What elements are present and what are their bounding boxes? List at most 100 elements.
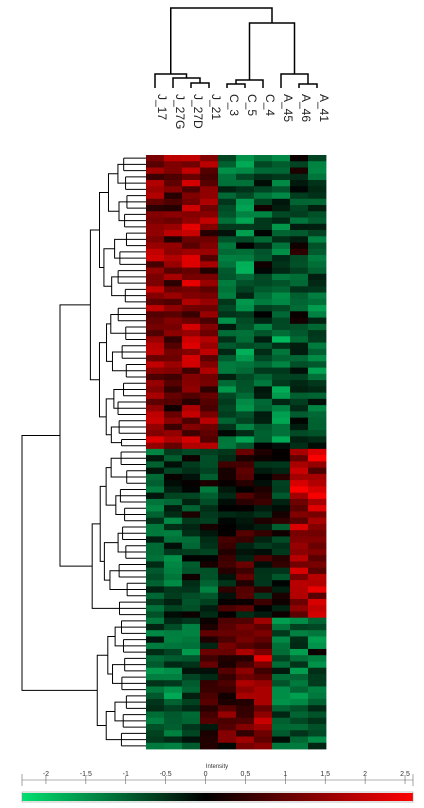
heatmap-cell (272, 205, 291, 212)
heatmap-cell (272, 598, 291, 606)
heatmap-cell (218, 580, 237, 587)
heatmap-cell (164, 305, 183, 312)
heatmap-cell (236, 292, 255, 300)
heatmap-cell (218, 667, 237, 675)
heatmap-cell (146, 742, 165, 750)
heatmap-cell (308, 630, 327, 637)
heatmap-cell (200, 342, 219, 350)
heatmap-cell (236, 273, 255, 281)
heatmap-cell (236, 173, 255, 181)
heatmap-cell (146, 573, 165, 581)
heatmap-cell (236, 255, 255, 262)
heatmap-cell (200, 355, 219, 362)
heatmap-cell (272, 167, 291, 175)
dendrogram-branch (248, 22, 296, 80)
heatmap-cell (272, 667, 291, 675)
heatmap-cell (236, 180, 255, 187)
heatmap-cell (272, 461, 291, 469)
heatmap-cell (272, 648, 291, 656)
heatmap-cell (218, 167, 237, 175)
heatmap-cell (182, 592, 201, 600)
heatmap-cell (218, 273, 237, 281)
heatmap-cell (164, 198, 183, 206)
heatmap-cell (146, 536, 165, 544)
heatmap-cell (290, 180, 309, 187)
heatmap-cell (236, 698, 255, 706)
heatmap-cell (218, 255, 237, 262)
heatmap-cell (272, 355, 291, 362)
heatmap-cell (182, 423, 201, 431)
heatmap-cell (182, 348, 201, 356)
heatmap-cell (308, 536, 327, 544)
heatmap-cell (236, 567, 255, 575)
heatmap-cell (308, 323, 327, 331)
heatmap-cell (146, 355, 165, 362)
dendrogram-branch (103, 248, 115, 287)
colorbar-title: Intensity (206, 764, 228, 770)
heatmap-cell (272, 611, 291, 619)
dendrogram-branch (21, 434, 98, 691)
heatmap-cell (164, 573, 183, 581)
heatmap-cell (290, 198, 309, 206)
heatmap-cell (272, 367, 291, 375)
heatmap-cell (146, 430, 165, 437)
heatmap-cell (272, 455, 291, 462)
column-label: J_17 (155, 94, 169, 120)
heatmap-cell (182, 230, 201, 237)
heatmap-cell (146, 648, 165, 656)
heatmap-cell (290, 192, 309, 200)
heatmap-cell (200, 667, 219, 675)
heatmap-cell (254, 548, 273, 556)
heatmap-cell (290, 586, 309, 594)
heatmap-cell (236, 717, 255, 725)
heatmap-cell (182, 261, 201, 268)
heatmap-cell (308, 317, 327, 325)
heatmap-cell (290, 317, 309, 325)
heatmap-cell (182, 611, 201, 619)
heatmap-cell (182, 323, 201, 331)
heatmap-cell (182, 486, 201, 494)
heatmap-cell (200, 180, 219, 187)
heatmap-cell (290, 617, 309, 625)
heatmap-cell (218, 511, 237, 519)
heatmap-cell (218, 386, 237, 393)
heatmap-cell (218, 242, 237, 250)
heatmap-cell (254, 511, 273, 519)
heatmap-cell (218, 298, 237, 306)
heatmap-cell (182, 280, 201, 287)
heatmap-cell (254, 198, 273, 206)
heatmap-cell (236, 167, 255, 175)
heatmap-cell (218, 367, 237, 375)
heatmap-cell (164, 648, 183, 656)
colorbar-tick-label: -2 (43, 771, 49, 778)
heatmap-cell (308, 192, 327, 200)
heatmap-cell (254, 567, 273, 575)
heatmap-cell (290, 473, 309, 481)
color-scale-bar: Intensity -2 -1.5 -1 -0.5 0 0.5 1 1.5 2 2.5 (21, 764, 414, 803)
heatmap-cell (218, 573, 237, 581)
heatmap-cell (236, 436, 255, 444)
heatmap-cell (182, 617, 201, 625)
heatmap-cell (146, 473, 165, 481)
heatmap-cell (218, 361, 237, 368)
heatmap-cell (164, 330, 183, 337)
heatmap-cell (182, 411, 201, 419)
heatmap-cell (308, 442, 327, 450)
heatmap-cell (236, 223, 255, 231)
heatmap-cell (146, 467, 165, 475)
heatmap-cell (200, 411, 219, 419)
heatmap-cell (200, 505, 219, 512)
heatmap-cell (308, 223, 327, 231)
heatmap-cell (308, 680, 327, 687)
heatmap-cell (200, 611, 219, 619)
heatmap-cell (218, 648, 237, 656)
heatmap-cell (254, 667, 273, 675)
heatmap-cell (200, 223, 219, 231)
heatmap-cell (200, 242, 219, 250)
heatmap-cell (146, 367, 165, 375)
heatmap-cell (218, 498, 237, 506)
heatmap-cell (254, 330, 273, 337)
heatmap-cell (272, 530, 291, 537)
heatmap-cell (308, 580, 327, 587)
heatmap-cell (200, 198, 219, 206)
